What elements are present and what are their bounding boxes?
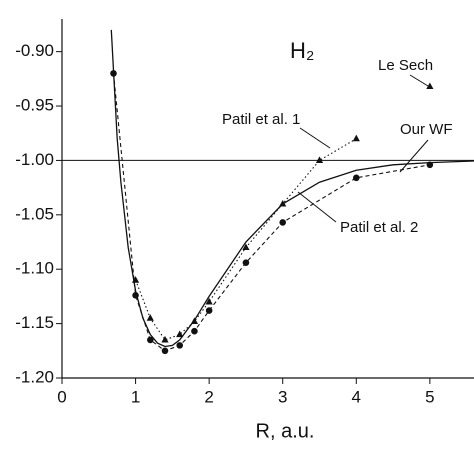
marker bbox=[146, 336, 154, 344]
x-axis-label: R, a.u. bbox=[256, 420, 315, 442]
x-tick-label: 0 bbox=[57, 387, 66, 406]
marker bbox=[176, 342, 184, 349]
marker bbox=[176, 330, 184, 338]
marker bbox=[191, 327, 198, 335]
marker bbox=[279, 199, 287, 207]
series-label: Patil et al. 2 bbox=[340, 219, 418, 236]
marker bbox=[242, 243, 250, 251]
annotation-arrow bbox=[409, 74, 429, 87]
series-label: Our WF bbox=[400, 121, 453, 138]
marker bbox=[205, 297, 213, 305]
y-tick-label: -1.05 bbox=[15, 204, 54, 223]
x-tick-label: 1 bbox=[131, 387, 140, 406]
x-tick-label: 4 bbox=[352, 387, 361, 406]
marker bbox=[352, 174, 360, 182]
annotation-arrow bbox=[299, 127, 331, 149]
marker bbox=[279, 219, 287, 226]
marker bbox=[190, 317, 199, 325]
series-label: Le Sech bbox=[378, 57, 433, 74]
marker bbox=[161, 347, 169, 355]
marker bbox=[315, 156, 324, 164]
annotation-arrow bbox=[399, 139, 429, 173]
y-tick-label: -1.15 bbox=[15, 313, 54, 332]
y-tick-label: -1.00 bbox=[15, 150, 54, 169]
x-tick-label: 3 bbox=[278, 387, 287, 406]
annotation-arrow bbox=[297, 191, 337, 223]
series-label: Patil et al. 1 bbox=[222, 111, 300, 128]
series-line bbox=[135, 138, 357, 341]
marker bbox=[131, 276, 140, 283]
chart-title: H₂ bbox=[290, 38, 314, 63]
y-tick-label: -0.95 bbox=[15, 96, 54, 115]
y-tick-label: -1.20 bbox=[15, 367, 54, 386]
marker bbox=[242, 259, 250, 266]
marker bbox=[426, 82, 434, 90]
y-tick-label: -0.90 bbox=[15, 41, 54, 60]
x-tick-label: 5 bbox=[425, 387, 434, 406]
marker bbox=[110, 70, 117, 77]
x-tick-label: 2 bbox=[204, 387, 213, 406]
marker bbox=[205, 307, 213, 314]
series-line bbox=[110, 29, 474, 348]
marker bbox=[146, 314, 154, 321]
y-tick-label: -1.10 bbox=[15, 259, 54, 278]
marker bbox=[161, 335, 169, 343]
marker bbox=[352, 134, 360, 142]
marker bbox=[132, 292, 139, 299]
marker bbox=[426, 161, 434, 169]
